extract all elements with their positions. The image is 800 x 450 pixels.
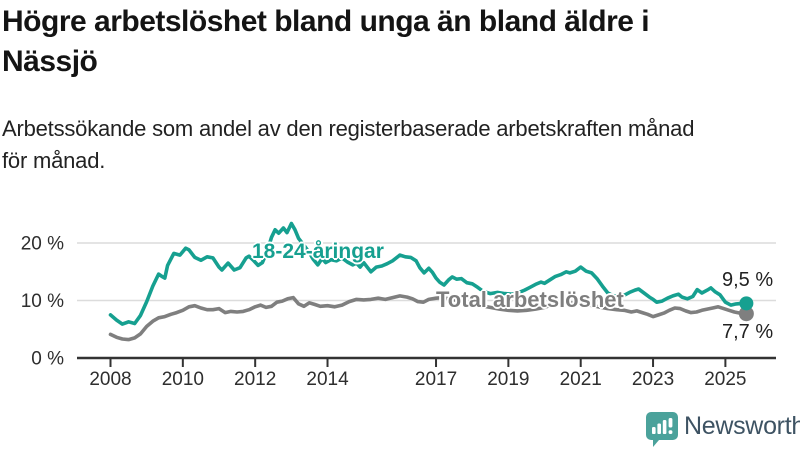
y-axis-label-10: 10 %	[21, 291, 64, 312]
page-title: Högre arbetslöshet bland unga än bland ä…	[2, 5, 650, 78]
x-axis-label-2010: 2010	[162, 369, 204, 390]
series-label-total: Total arbetslöshet	[436, 287, 624, 312]
series-label-youth: 18-24-åringar	[252, 240, 384, 263]
series-line-total	[108, 294, 749, 342]
x-axis-label-2023: 2023	[632, 369, 674, 390]
x-axis-label-2014: 2014	[306, 369, 349, 390]
x-axis-label-2025: 2025	[704, 369, 746, 390]
page-subtitle: Arbetssökande som andel av den registerb…	[2, 116, 695, 173]
newsworthy-logo-text: Newsworthy	[684, 412, 800, 440]
series-line-youth	[108, 221, 749, 326]
y-axis-label-20: 20 %	[21, 234, 64, 255]
speech-bubble-shape	[646, 412, 678, 447]
end-value-total: 7,7 %	[722, 321, 774, 343]
bar-1	[652, 427, 656, 434]
x-axis-label-2008: 2008	[89, 369, 131, 390]
x-axis-label-2021: 2021	[560, 369, 602, 390]
x-axis-label-2012: 2012	[234, 369, 276, 390]
bar-3	[662, 420, 667, 434]
newsworthy-logo-icon	[646, 412, 678, 447]
x-axis-label-2019: 2019	[487, 369, 529, 390]
newsworthy-logo: Newsworthy	[645, 411, 800, 449]
exclamation-dot	[668, 430, 673, 434]
exclamation-stem	[668, 418, 673, 428]
bar-2	[657, 423, 661, 434]
end-value-youth: 9,5 %	[722, 269, 774, 291]
y-axis-label-0: 0 %	[31, 349, 64, 370]
end-dot-total	[738, 306, 754, 322]
x-axis-label-2017: 2017	[415, 369, 457, 390]
end-dot-youth	[739, 296, 754, 311]
